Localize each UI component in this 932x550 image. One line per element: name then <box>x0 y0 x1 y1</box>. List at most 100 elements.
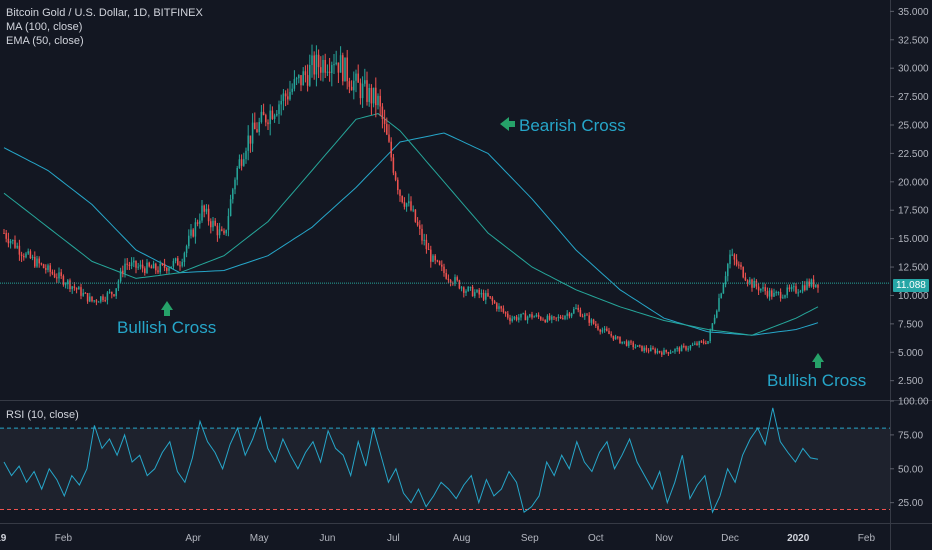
candle-body <box>782 297 784 299</box>
candle-body <box>309 65 311 86</box>
price-tick-label: 7.500 <box>898 319 923 330</box>
candle <box>489 296 491 300</box>
price-tick-label: 25.000 <box>898 121 929 132</box>
candle <box>265 113 267 127</box>
candle-body <box>196 222 199 224</box>
candle <box>320 56 322 81</box>
candle <box>379 89 381 117</box>
candle <box>201 199 203 223</box>
candle-body <box>243 159 245 166</box>
candle <box>643 345 645 354</box>
candle-body <box>702 341 705 344</box>
candle <box>53 269 56 279</box>
candle <box>502 305 505 314</box>
price-tick-label: 35.000 <box>898 7 929 18</box>
candle <box>249 135 252 153</box>
candle-body <box>267 122 269 125</box>
candle <box>663 347 665 355</box>
time-tick-label: 2019 <box>0 533 7 544</box>
candle <box>476 289 478 294</box>
candle-body <box>443 266 445 274</box>
candle-body <box>86 293 89 302</box>
candle-body <box>636 345 639 347</box>
candle <box>29 249 32 259</box>
candle-body <box>344 57 346 82</box>
rsi-tick-label: 100.00 <box>898 397 929 408</box>
candle <box>573 306 575 315</box>
candle <box>546 314 549 323</box>
candle-body <box>388 134 390 142</box>
candle-body <box>746 280 749 283</box>
candle-body <box>628 341 630 346</box>
candle-body <box>386 123 388 135</box>
candle-body <box>190 229 192 236</box>
candle-body <box>643 347 645 352</box>
candle <box>570 312 573 319</box>
candle <box>581 313 584 318</box>
candle <box>456 275 458 282</box>
candle-body <box>205 208 208 212</box>
y-axis: 35.000 32.500 30.000 27.500 25.000 22.500 20.0… <box>890 7 929 387</box>
candle-body <box>683 345 685 347</box>
candle-body <box>520 313 522 318</box>
candle-body <box>630 341 632 343</box>
candle-body <box>727 264 729 277</box>
candle <box>559 314 562 319</box>
candle <box>487 288 489 297</box>
candle-body <box>650 347 652 352</box>
candle <box>108 288 111 294</box>
candle <box>12 239 14 245</box>
candle <box>617 335 619 340</box>
candle-body <box>790 286 793 290</box>
candle-body <box>401 195 403 203</box>
candle <box>159 260 161 275</box>
candle-body <box>218 229 221 236</box>
candle-body <box>773 292 775 297</box>
candle <box>742 266 744 279</box>
candle-body <box>328 71 331 73</box>
candle-body <box>656 350 659 353</box>
candle <box>661 350 663 358</box>
candle <box>793 282 795 292</box>
candle <box>762 282 764 292</box>
candle-body <box>458 280 461 289</box>
candle-body <box>689 345 692 349</box>
candle <box>199 213 201 229</box>
candle <box>667 351 670 356</box>
candle <box>784 294 786 299</box>
candle-body <box>454 277 456 284</box>
candle <box>331 61 333 87</box>
candle <box>49 262 51 277</box>
candle-body <box>260 111 263 123</box>
candle-body <box>100 296 102 302</box>
price-tick-label: 22.500 <box>898 149 929 160</box>
candle <box>797 289 799 297</box>
candle-body <box>3 232 5 234</box>
candle <box>16 242 18 249</box>
candle <box>760 288 762 293</box>
candle <box>557 314 560 322</box>
candle-body <box>168 268 170 271</box>
candle <box>40 262 43 266</box>
candle <box>122 265 124 278</box>
candle <box>746 279 749 287</box>
annotation-bearish-cross: Bearish Cross <box>519 116 626 135</box>
candle-body <box>405 203 408 207</box>
candle-body <box>207 208 210 222</box>
candle-body <box>353 80 355 91</box>
candle <box>179 261 181 271</box>
candle <box>685 345 687 352</box>
candle-body <box>238 159 241 168</box>
candle-body <box>707 341 709 344</box>
candle-body <box>436 260 439 262</box>
candle <box>815 284 817 288</box>
price-tick-label: 5.000 <box>898 348 923 359</box>
candle-body <box>705 343 707 345</box>
candle <box>82 288 84 297</box>
candle <box>733 253 736 266</box>
candle-body <box>335 62 337 65</box>
candle-body <box>542 319 544 321</box>
candle <box>777 291 780 296</box>
candle-body <box>60 272 62 277</box>
candle-body <box>559 316 562 319</box>
